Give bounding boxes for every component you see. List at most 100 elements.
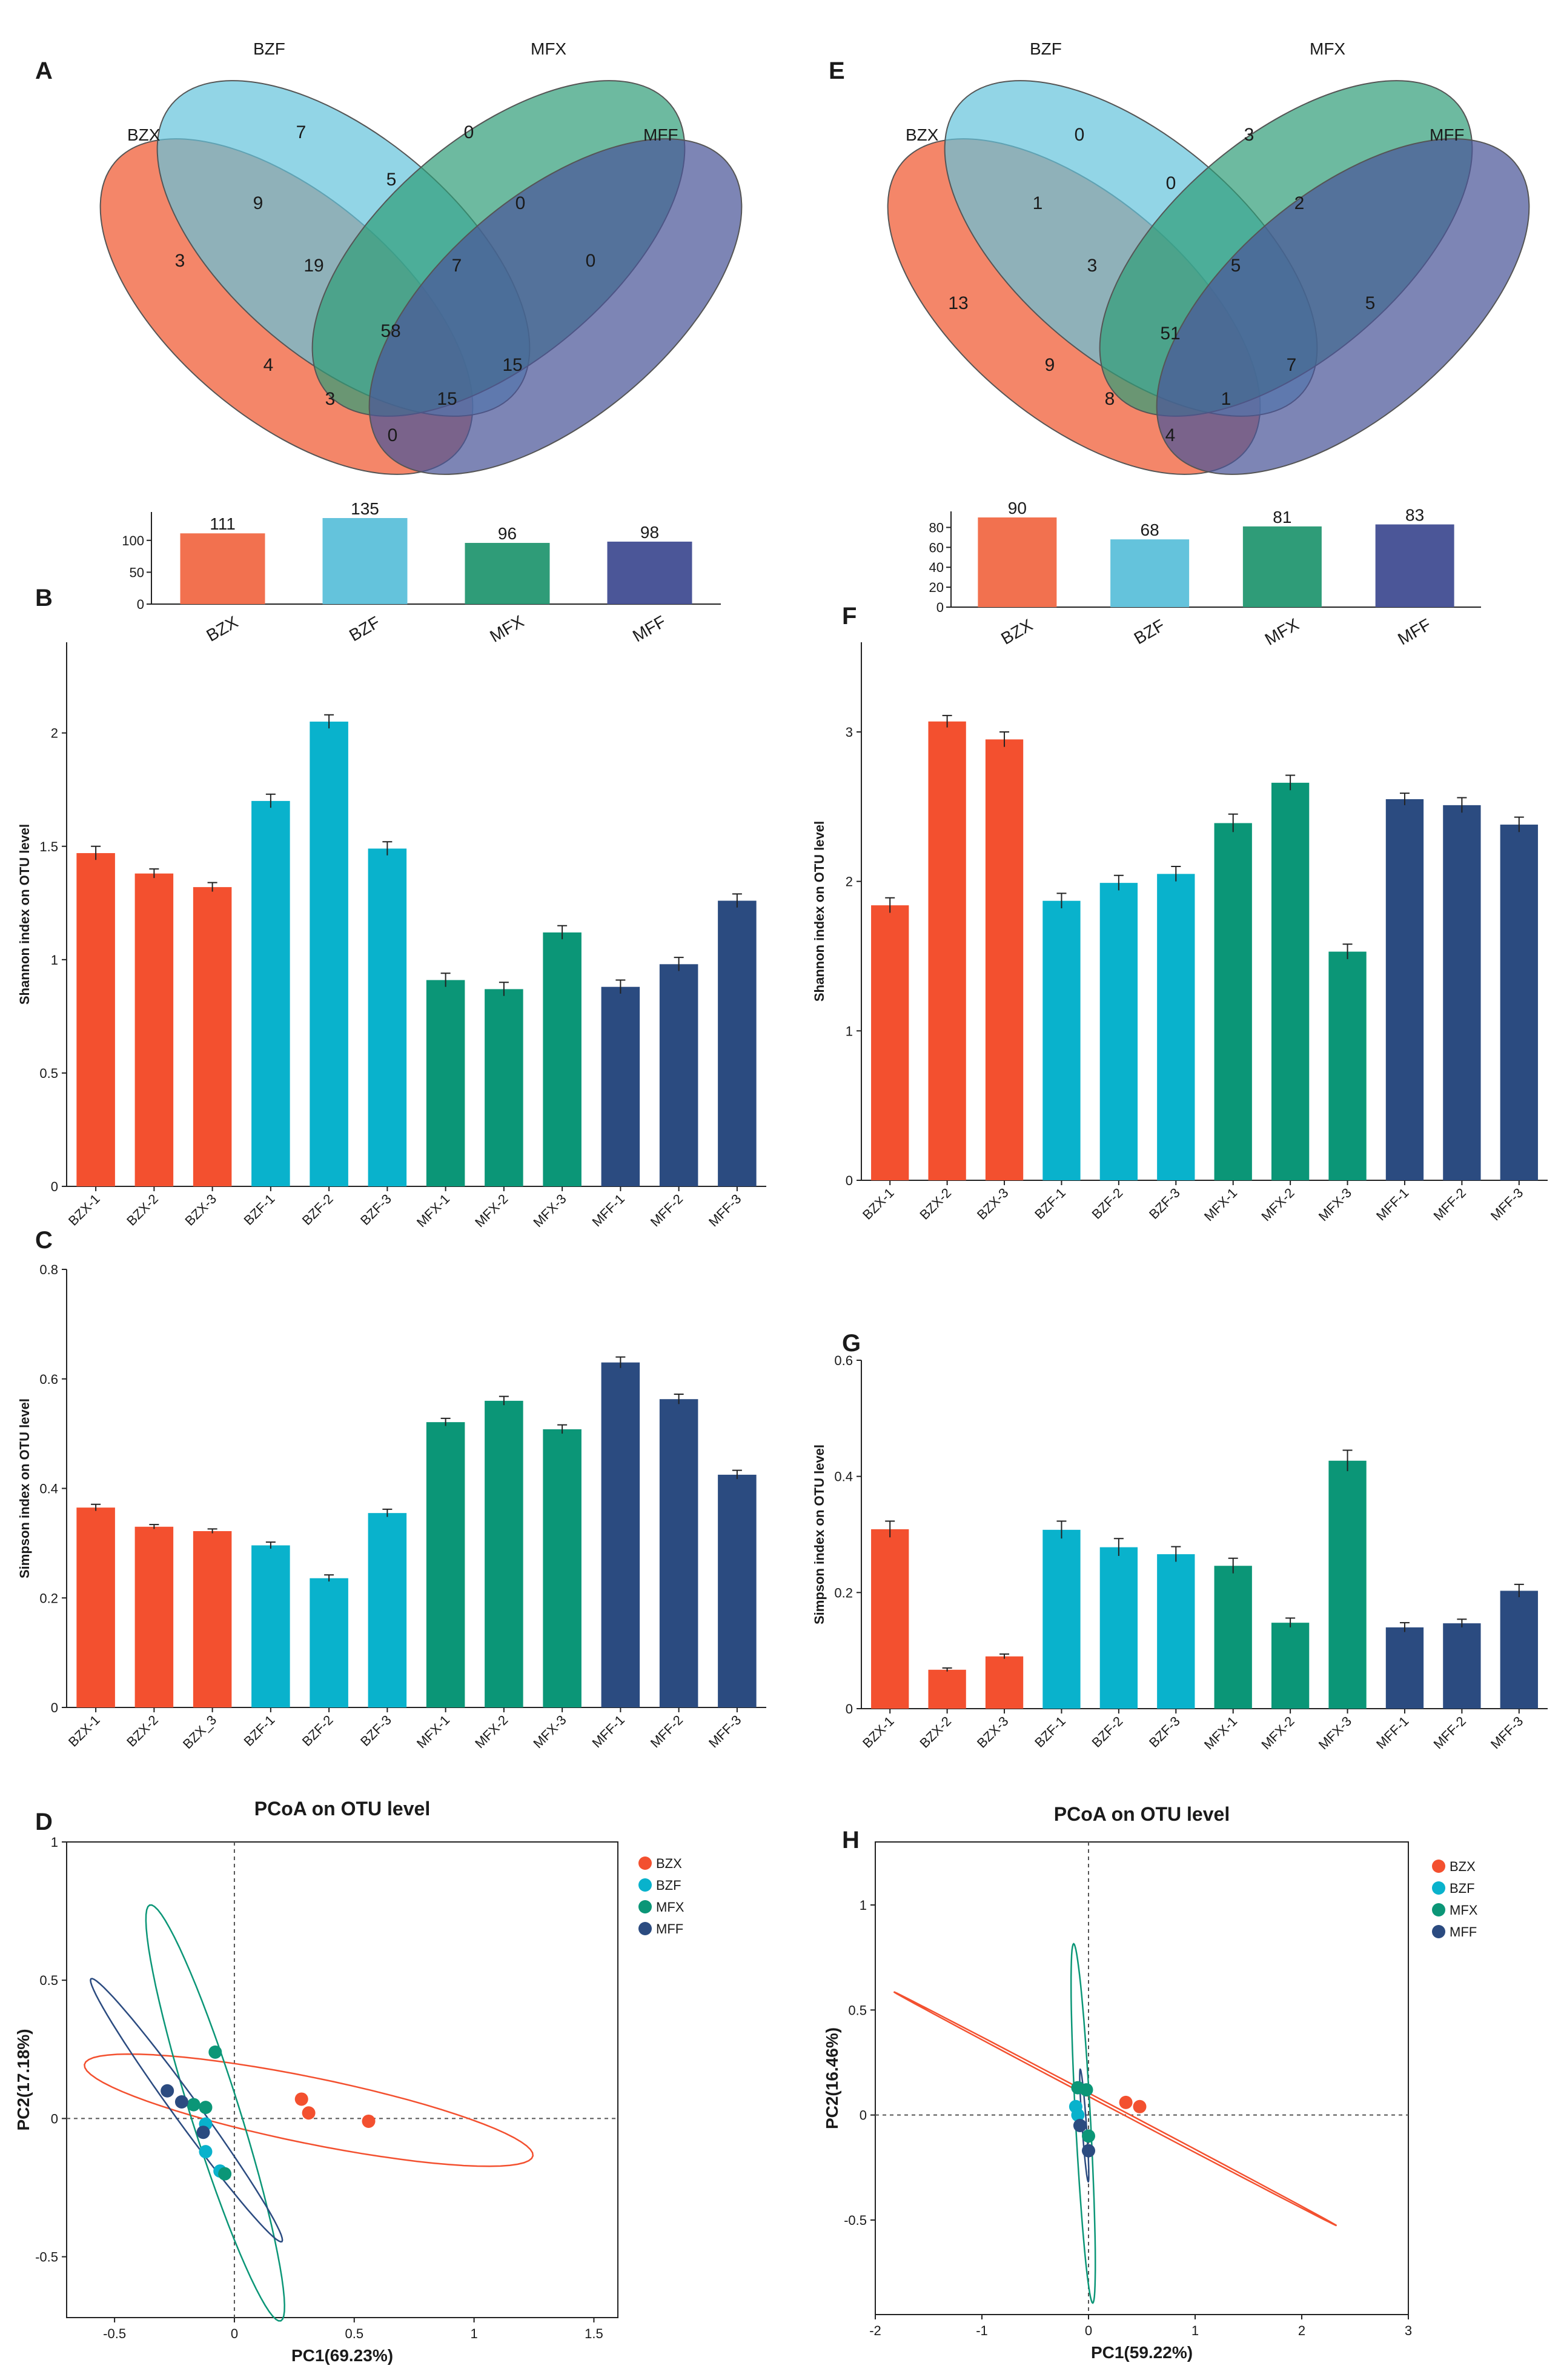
x-tick-label: BZX-1 xyxy=(65,1712,103,1750)
totals-category-label: BZX xyxy=(998,616,1036,648)
plot-frame xyxy=(875,1841,1409,2315)
confidence-ellipse xyxy=(90,1978,283,2243)
scatter-point xyxy=(1082,2144,1095,2158)
x-axis-label: PC1(69.23%) xyxy=(291,2346,393,2365)
venn-set-label-bzx: BZX xyxy=(127,125,161,144)
legend-label: BZX xyxy=(656,1856,682,1871)
y-tick-label: 0.2 xyxy=(39,1591,58,1606)
legend-label: BZX xyxy=(1450,1859,1476,1874)
totals-bar-value-label: 135 xyxy=(351,499,379,518)
y-tick-label: -0.5 xyxy=(844,2213,867,2228)
y-tick-label: 0 xyxy=(51,2111,58,2126)
totals-bar-value-label: 96 xyxy=(498,524,517,543)
simpson-bar-chart-c: 0 0.2 0.4 0.6 0.8 Simpson index on OTU level B… xyxy=(17,1262,766,1752)
venn-value: 3 xyxy=(175,251,185,271)
bar xyxy=(928,1669,966,1709)
scatter-point xyxy=(161,2084,174,2098)
venn-value: 2 xyxy=(1294,193,1305,213)
totals-y-tick-label: 40 xyxy=(929,560,944,575)
bar xyxy=(1214,823,1252,1180)
venn-chart-e: BZX BZF MFX MFF 13 0 3 5 1 0 2 3 5 51 9 … xyxy=(887,39,1530,475)
bar xyxy=(1385,1627,1424,1709)
pcoa-scatter-chart-h: -2 -1 0 1 2 3 -0.5 0 0.5 1 PCoA on OTU level PC1(59… xyxy=(823,1803,1478,2362)
x-tick-label: MFX-3 xyxy=(1316,1185,1354,1224)
totals-y-tick-label: 20 xyxy=(929,580,944,595)
legend-marker xyxy=(1432,1925,1445,1938)
venn-value: 1 xyxy=(1033,193,1043,213)
x-tick-label: MFF-2 xyxy=(1430,1185,1468,1223)
venn-ellipse-mff xyxy=(368,138,743,475)
venn-value: 5 xyxy=(1365,293,1376,313)
x-tick-label: BZX-3 xyxy=(182,1191,219,1229)
scatter-point xyxy=(187,2098,201,2112)
bar xyxy=(1099,883,1138,1180)
scatter-point xyxy=(199,2101,213,2115)
y-tick-label: 1 xyxy=(51,952,58,968)
bar xyxy=(251,800,290,1186)
x-tick-label: BZF-2 xyxy=(1089,1185,1126,1222)
x-tick-label: BZF-1 xyxy=(1032,1185,1069,1222)
venn-value: 13 xyxy=(948,293,968,313)
totals-category-label: MFX xyxy=(486,611,527,646)
x-tick-label: MFF-1 xyxy=(589,1712,627,1750)
totals-bar xyxy=(322,518,408,604)
x-tick-label: BZX-1 xyxy=(65,1191,103,1229)
scatter-point xyxy=(196,2126,210,2139)
y-axis-label: Simpson index on OTU level xyxy=(812,1444,827,1624)
bar xyxy=(310,721,348,1186)
x-tick-label: BZF-3 xyxy=(1146,1714,1183,1750)
venn-value: 9 xyxy=(253,193,263,213)
legend-label: MFF xyxy=(656,1921,683,1936)
totals-bar-value-label: 68 xyxy=(1141,520,1159,539)
totals-category-label: MFF xyxy=(629,612,669,646)
venn-value: 0 xyxy=(464,122,474,142)
bar xyxy=(134,873,174,1186)
venn-ellipses-a xyxy=(99,80,743,475)
x-tick-label: BZX-2 xyxy=(124,1712,161,1750)
x-tick-label: 0 xyxy=(231,2326,238,2341)
bar xyxy=(193,887,232,1186)
x-tick-label: MFF-1 xyxy=(1373,1185,1411,1223)
x-tick-label: MFX-2 xyxy=(472,1191,511,1230)
venn-ellipse-mff xyxy=(1156,138,1530,475)
venn-value: 9 xyxy=(1045,355,1055,375)
bar xyxy=(76,853,115,1186)
x-tick-label: MFX-2 xyxy=(1258,1714,1297,1752)
venn-set-label-bzx: BZX xyxy=(906,125,939,144)
x-tick-label: 1.5 xyxy=(585,2326,603,2341)
venn-set-label-mff: MFF xyxy=(643,125,678,144)
bar xyxy=(543,1429,582,1707)
y-tick-label: 0.4 xyxy=(39,1481,58,1497)
bar xyxy=(1214,1566,1252,1709)
totals-y-tick-label: 60 xyxy=(929,540,944,555)
totals-bar xyxy=(1375,524,1454,607)
y-tick-label: 1 xyxy=(846,1023,853,1039)
venn-value: 5 xyxy=(386,170,397,190)
y-tick-label: 0 xyxy=(51,1700,58,1715)
shannon-bar-chart-b: 0 0.5 1 1.5 2 Shannon index on OTU level BZX-1… xyxy=(17,642,766,1230)
venn-value: 4 xyxy=(263,355,274,375)
x-tick-label: MFX-3 xyxy=(530,1191,569,1230)
y-tick-label: 0 xyxy=(51,1179,58,1194)
y-tick-label: 0.5 xyxy=(39,1066,58,1081)
totals-category-label: MFF xyxy=(1394,615,1434,649)
bar xyxy=(985,739,1024,1180)
x-tick-label: MFF-2 xyxy=(648,1712,686,1750)
panel-label-f: F xyxy=(842,603,857,630)
bar xyxy=(76,1507,115,1707)
bar xyxy=(1042,900,1081,1180)
panel-label-h: H xyxy=(842,1827,860,1853)
bar xyxy=(601,1362,640,1707)
x-tick-label: BZX_3 xyxy=(180,1712,219,1752)
bar xyxy=(659,964,698,1186)
scatter-point xyxy=(1082,2129,1095,2143)
totals-bar-value-label: 81 xyxy=(1273,508,1291,527)
bar xyxy=(871,1529,909,1709)
venn-totals-chart-a: 0 50 100 111 BZX 135 BZF 96 MFX 98 MFF xyxy=(122,499,721,646)
bar xyxy=(1042,1529,1081,1709)
bar xyxy=(193,1531,232,1707)
totals-category-label: BZF xyxy=(1131,616,1168,648)
bar xyxy=(1271,1623,1310,1709)
bar xyxy=(368,848,407,1186)
panel-label-d: D xyxy=(35,1809,53,1835)
